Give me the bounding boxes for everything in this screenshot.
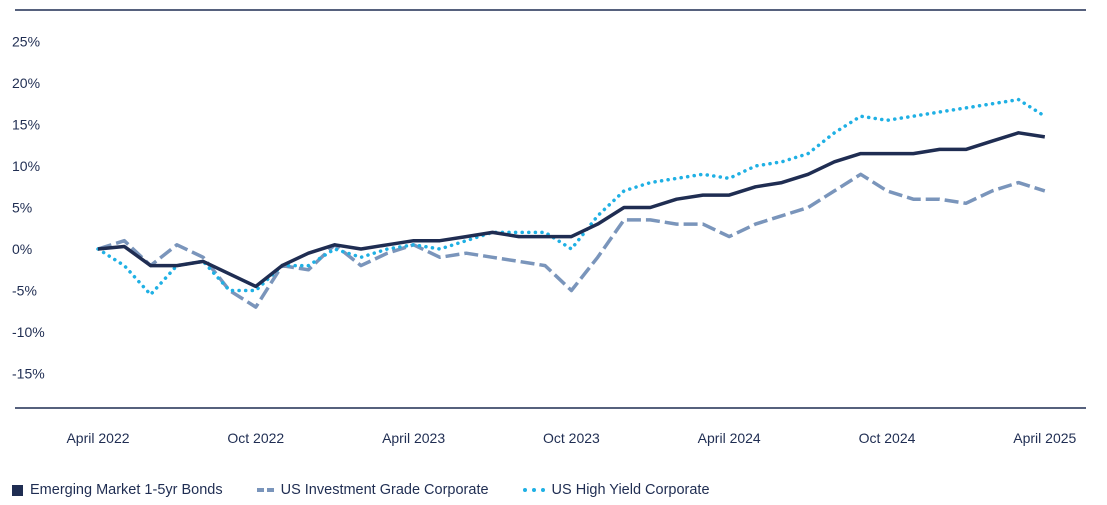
x-tick-label: Oct 2024 [859,430,916,446]
x-tick-label: April 2023 [382,430,445,446]
legend-item-ig: US Investment Grade Corporate [256,482,489,498]
legend-item-em: Emerging Market 1-5yr Bonds [12,482,223,498]
y-tick-label: 15% [12,117,40,133]
y-tick-label: 10% [12,158,40,174]
x-tick-label: April 2025 [1013,430,1076,446]
legend-label: US Investment Grade Corporate [280,482,489,498]
y-tick-label: -10% [12,324,45,340]
legend-swatch-solid-icon [12,484,23,496]
x-tick-label: April 2022 [66,430,129,446]
series-line-dotted [96,97,1047,297]
line-chart: 25% 20% 15% 10% 5% 0% -5% -10% -15% April 2022 Oc… [12,9,1086,446]
legend-item-hy: US High Yield Corporate [522,482,710,498]
x-tick-label: Oct 2022 [227,430,284,446]
x-tick-label: April 2024 [698,430,761,446]
y-tick-label: 5% [12,200,32,216]
legend-swatch-dotted-icon [522,488,545,492]
y-tick-label: 0% [12,241,32,257]
legend-label: Emerging Market 1-5yr Bonds [30,482,223,498]
legend-swatch-dashed-icon [256,488,274,492]
y-tick-label: -5% [12,283,37,299]
series-line-solid [97,131,1046,289]
y-tick-label: 25% [12,34,40,50]
y-tick-label: 20% [12,75,40,91]
y-tick-label: -15% [12,366,45,382]
x-tick-label: Oct 2023 [543,430,600,446]
series-line-dashed [97,172,1046,309]
legend-label: US High Yield Corporate [551,482,710,498]
legend: Emerging Market 1-5yr Bonds US Investmen… [12,482,710,498]
